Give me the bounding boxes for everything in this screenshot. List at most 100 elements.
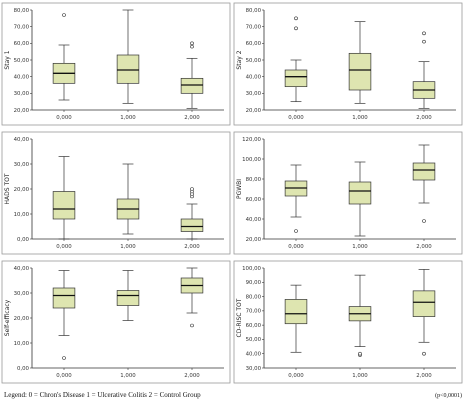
y-tick-label: 60,00 [246, 323, 262, 329]
panel-frame [1, 2, 231, 126]
box-2,000 [412, 144, 436, 223]
box-0,000 [52, 13, 76, 101]
iqr-box [180, 77, 204, 94]
panel-3: 0,00 10,00 20,00 30,00 40,00 HADS TOT 0,000 1,0… [1, 131, 231, 255]
outlier-point [422, 219, 426, 223]
outlier-point [190, 323, 194, 328]
x-tick-label: 2,000 [184, 244, 200, 250]
y-tick-label: 40,00 [14, 266, 30, 272]
box-1,000 [348, 21, 372, 104]
y-axis-title: HADS TOT [4, 173, 11, 204]
box-2,000 [180, 267, 204, 328]
x-tick-label: 2,000 [416, 115, 432, 121]
y-axis-title: Stay 1 [4, 50, 11, 69]
outlier-point [190, 44, 194, 49]
x-tick-label: 0,000 [288, 115, 304, 121]
iqr-box [180, 218, 204, 232]
y-tick-label: 50,00 [14, 58, 30, 64]
panel-frame [233, 131, 463, 255]
outlier-point [422, 39, 426, 44]
y-tick-label: 50,00 [246, 58, 262, 64]
panel-frame [233, 2, 463, 126]
footer-significance-note: (p<0,0001) [435, 392, 462, 399]
outlier-point [62, 356, 66, 360]
box-2,000 [180, 41, 204, 109]
box-plot-panels: 20,00 30,00 40,00 50,00 60,00 70,00 80,00 Stay … [1, 2, 463, 384]
box-0,000 [52, 156, 76, 240]
y-tick-label: 10,00 [14, 212, 30, 218]
y-tick-label: 20,00 [14, 108, 30, 114]
iqr-box [412, 290, 436, 317]
x-tick-label: 0,000 [56, 373, 72, 379]
y-tick-label: 90,00 [246, 280, 262, 286]
box-2,000 [412, 269, 436, 356]
x-tick-label: 0,000 [288, 373, 304, 379]
outlier-point [62, 13, 66, 17]
y-tick-label: 40,00 [246, 74, 262, 80]
y-tick-label: 80,00 [246, 294, 262, 300]
y-tick-label: 20,00 [246, 237, 262, 243]
y-tick-label: 30,00 [246, 366, 262, 372]
y-tick-label: 40,00 [14, 137, 30, 143]
x-tick-label: 1,000 [120, 115, 136, 121]
x-tick-label: 2,000 [416, 244, 432, 250]
y-tick-label: 10,00 [14, 341, 30, 347]
y-tick-label: 50,00 [246, 337, 262, 343]
y-tick-label: 30,00 [14, 291, 30, 297]
x-tick-label: 0,000 [56, 115, 72, 121]
box-1,000 [116, 163, 140, 235]
y-tick-label: 60,00 [246, 197, 262, 203]
y-tick-label: 0,00 [17, 237, 30, 243]
y-tick-label: 60,00 [246, 41, 262, 47]
panel-frame [1, 131, 231, 255]
panel-4: 20,00 40,00 60,00 80,00 100,00 120,00 PGWBI 0,0… [233, 131, 463, 255]
y-axis-title: Self-efficacy [4, 299, 11, 336]
y-tick-label: 80,00 [246, 8, 262, 14]
x-tick-label: 2,000 [184, 115, 200, 121]
y-tick-label: 40,00 [14, 74, 30, 80]
outlier-point [294, 229, 298, 233]
y-tick-label: 100,00 [242, 157, 261, 163]
box-2,000 [412, 31, 436, 109]
panel-2: 20,00 30,00 40,00 50,00 60,00 70,00 80,00 Stay … [233, 2, 463, 126]
x-tick-label: 1,000 [120, 244, 136, 250]
panel-6: 30,00 40,00 50,00 60,00 70,00 80,00 90,00 100,0… [233, 260, 463, 384]
y-tick-label: 80,00 [246, 177, 262, 183]
iqr-box [52, 287, 76, 309]
iqr-box [284, 69, 308, 88]
outlier-point [294, 16, 298, 21]
panel-frame [233, 260, 463, 384]
y-tick-label: 70,00 [246, 24, 262, 30]
y-tick-label: 30,00 [14, 162, 30, 168]
outlier-point [190, 41, 194, 46]
iqr-box [412, 162, 436, 181]
x-tick-label: 2,000 [416, 373, 432, 379]
y-tick-label: 120,00 [242, 137, 261, 143]
box-0,000 [52, 270, 76, 360]
y-tick-label: 0,00 [17, 366, 30, 372]
y-tick-label: 40,00 [246, 352, 262, 358]
footer-legend: Legend: 0 = Chron's Disease 1 = Ulcerati… [4, 391, 201, 399]
box-0,000 [284, 16, 308, 103]
y-tick-label: 80,00 [14, 8, 30, 14]
x-tick-label: 0,000 [288, 244, 304, 250]
y-tick-label: 100,00 [242, 266, 261, 272]
box-1,000 [348, 274, 372, 357]
box-1,000 [348, 161, 372, 237]
y-tick-label: 60,00 [14, 41, 30, 47]
panel-5: 0,00 10,00 20,00 30,00 40,00 Self-efficacy 0,0… [1, 260, 231, 384]
box-2,000 [180, 187, 204, 240]
iqr-box [116, 54, 140, 84]
y-tick-label: 70,00 [14, 24, 30, 30]
x-tick-label: 1,000 [120, 373, 136, 379]
box-1,000 [116, 9, 140, 104]
x-tick-label: 1,000 [352, 115, 368, 121]
iqr-box [284, 299, 308, 325]
y-tick-label: 30,00 [246, 91, 262, 97]
iqr-box [348, 52, 372, 91]
outlier-point [422, 351, 426, 356]
y-tick-label: 70,00 [246, 309, 262, 315]
y-axis-title: Stay 2 [236, 50, 243, 69]
box-0,000 [284, 164, 308, 233]
